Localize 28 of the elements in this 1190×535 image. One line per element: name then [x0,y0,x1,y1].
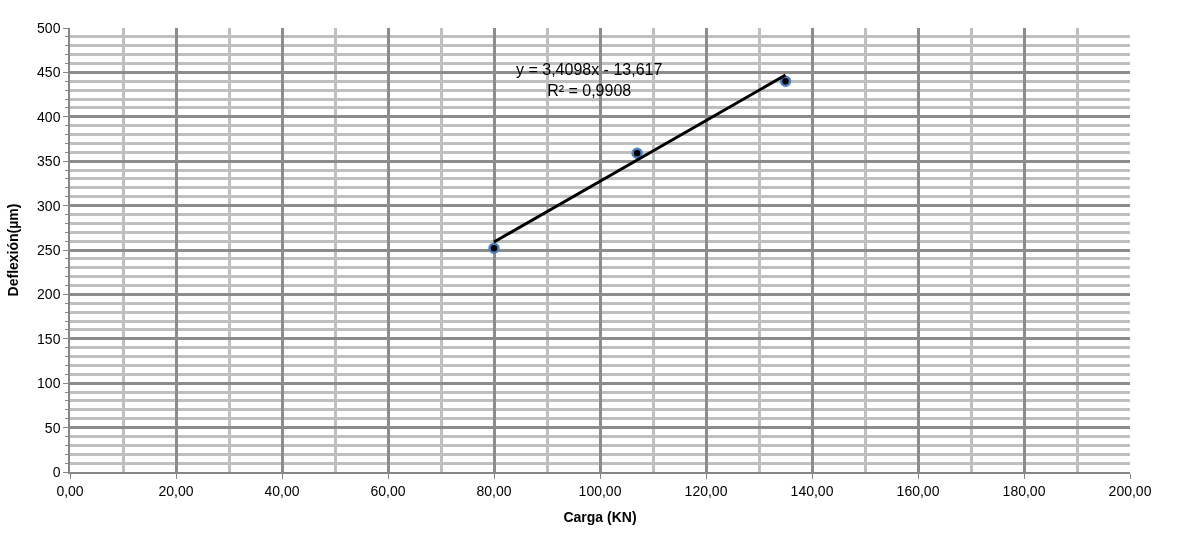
y-tick-label: 0 [52,463,61,480]
x-tick-label: 160,00 [896,482,940,499]
y-tick-label: 250 [37,241,61,258]
x-axis-title: Carga (KN) [563,509,637,526]
y-tick-label: 150 [37,330,61,347]
point [488,242,500,254]
x-tick-label: 140,00 [790,482,834,499]
y-tick-label: 200 [37,286,61,303]
x-tick-label: 200,00 [1108,482,1152,499]
y-tick-label: 500 [37,19,61,36]
x-tick-label: 0,00 [56,482,84,499]
x-tick-label: 80,00 [476,482,512,499]
point [631,147,643,159]
y-tick-label: 400 [37,108,61,125]
y-tick-label: 300 [37,197,61,214]
x-tick-label: 180,00 [1002,482,1046,499]
annotation: y = 3,4098x - 13,617 R² = 0,9908 [516,61,663,99]
x-tick-label: 60,00 [370,482,406,499]
point [779,75,792,88]
x-tick-label: 40,00 [264,482,300,499]
y-tick-label: 100 [37,375,61,392]
x-tick-label: 100,00 [578,482,622,499]
x-tick-label: 120,00 [684,482,728,499]
y-tick-label: 50 [44,419,61,436]
x-tick-label: 20,00 [158,482,194,499]
y-axis-title: Deflexión(µm) [5,203,22,297]
y-tick-label: 350 [37,153,61,170]
y-tick-label: 450 [37,64,61,81]
